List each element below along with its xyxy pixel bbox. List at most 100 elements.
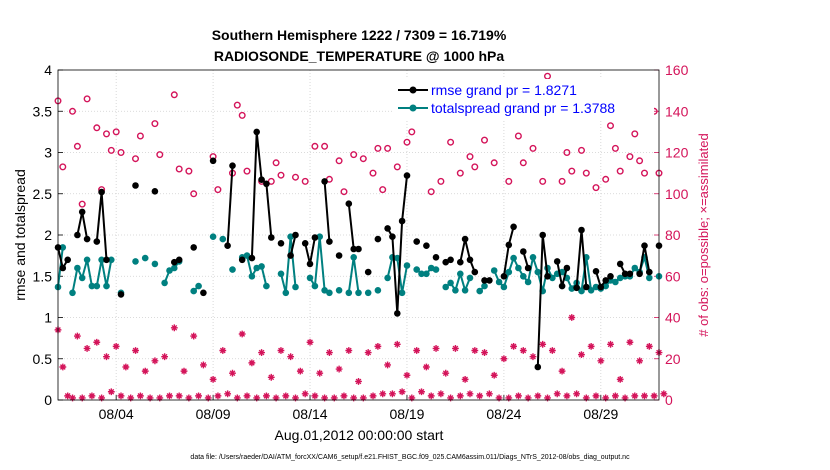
rmse-point	[447, 256, 454, 264]
assimilated-obs-point	[548, 347, 556, 354]
totalspread-point	[394, 254, 401, 262]
totalspread-point	[612, 278, 619, 286]
possible-obs-point	[359, 155, 367, 163]
rmse-line	[323, 181, 331, 242]
assimilated-obs-point	[272, 394, 280, 402]
possible-obs-point	[59, 163, 67, 171]
x-tick-label: 08/04	[99, 406, 134, 422]
totalspread-point	[292, 283, 299, 291]
totalspread-point	[447, 279, 454, 287]
y-tick-right-label: 140	[665, 103, 689, 119]
assimilated-obs-point	[515, 392, 522, 400]
assimilated-obs-point	[389, 390, 396, 398]
totalspread-point	[520, 273, 527, 280]
assimilated-obs-point	[69, 394, 76, 402]
assimilated-obs-point	[88, 392, 96, 400]
rmse-point	[78, 208, 86, 216]
x-tick-label: 08/14	[293, 406, 328, 422]
totalspread-point	[69, 289, 76, 297]
assimilated-obs-point	[156, 394, 164, 402]
possible-obs-point	[73, 142, 81, 150]
assimilated-obs-point	[282, 392, 290, 400]
y-tick-right-label: 160	[665, 62, 689, 78]
totalspread-point	[171, 264, 178, 272]
totalspread-point	[490, 267, 498, 274]
assimilated-obs-point	[466, 390, 474, 398]
rmse-point	[335, 252, 343, 259]
rmse-point	[505, 241, 513, 249]
assimilated-obs-point	[452, 345, 459, 352]
totalspread-point	[345, 289, 353, 297]
possible-obs-point	[447, 138, 455, 146]
possible-obs-point	[379, 186, 387, 194]
assimilated-obs-point	[180, 367, 188, 375]
possible-obs-point	[374, 144, 382, 152]
assimilated-obs-point	[364, 349, 372, 356]
assimilated-obs-point	[418, 388, 425, 396]
y-tick-right-label: 80	[665, 227, 681, 243]
rmse-point	[394, 310, 401, 317]
rmse-point	[607, 273, 614, 280]
rmse-point	[258, 176, 265, 183]
totalspread-point	[83, 256, 91, 264]
rmse-line	[575, 229, 588, 288]
assimilated-obs-point	[296, 367, 304, 375]
possible-obs-point	[78, 200, 86, 208]
x-tick-label: 08/24	[486, 406, 521, 422]
x-axis: 08/04 08/09 08/14 08/19 08/24 08/29	[99, 395, 619, 422]
assimilated-obs-point	[369, 392, 377, 400]
left-axis: 0 0.5 1 1.5 2 2.5 3 3.5 4	[33, 62, 63, 408]
possible-obs-point	[437, 177, 445, 185]
possible-obs-point	[170, 91, 178, 99]
rmse-line	[250, 130, 273, 259]
possible-obs-point	[68, 107, 76, 115]
assimilated-obs-point	[335, 365, 343, 373]
possible-obs-point	[611, 144, 619, 152]
possible-obs-point	[592, 184, 600, 192]
possible-obs-point	[117, 148, 125, 156]
rmse-point	[190, 244, 197, 251]
possible-obs-point	[582, 169, 590, 177]
rmse-point	[500, 273, 508, 280]
y-tick-left-label: 4	[44, 62, 52, 78]
totalspread-point	[141, 254, 149, 262]
totalspread-point	[481, 282, 488, 290]
possible-obs-point	[408, 128, 416, 136]
rmse-point	[553, 258, 561, 265]
possible-obs-point	[466, 153, 474, 161]
rmse-point	[597, 283, 605, 291]
rmse-point	[646, 268, 653, 276]
possible-obs-point	[301, 177, 309, 185]
possible-obs-point	[369, 169, 377, 177]
totalspread-point	[74, 264, 81, 272]
possible-obs-point	[243, 167, 251, 175]
totalspread-point	[452, 287, 459, 294]
assimilated-obs-point	[403, 371, 411, 379]
totalspread-point	[374, 287, 382, 294]
assimilated-obs-point	[326, 349, 333, 356]
possible-obs-point	[185, 167, 193, 175]
possible-obs-point	[607, 122, 615, 130]
possible-obs-point	[616, 167, 624, 175]
assimilated-obs-point	[248, 359, 256, 367]
totalspread-point	[151, 260, 159, 268]
assimilated-obs-point	[611, 392, 619, 400]
possible-obs-point	[427, 188, 435, 196]
possible-obs-point	[175, 165, 183, 173]
y-tick-left-label: 2	[44, 227, 52, 243]
totalspread-point	[306, 274, 314, 282]
assimilated-obs-point	[597, 357, 605, 365]
chart-title: Southern Hemisphere 1222 / 7309 = 16.719…	[212, 27, 507, 43]
plot-frame	[57, 69, 660, 401]
possible-obs-point	[481, 136, 489, 144]
possible-obs-point	[539, 177, 547, 185]
totalspread-point	[398, 289, 406, 297]
assimilated-obs-point	[393, 340, 401, 348]
assimilated-obs-point	[122, 363, 130, 371]
rmse-point	[175, 256, 183, 264]
possible-obs-point	[321, 142, 329, 150]
rmse-point	[345, 200, 353, 207]
assimilated-obs-point	[224, 390, 232, 398]
rmse-point	[534, 363, 542, 371]
assimilated-obs-point	[330, 394, 338, 402]
